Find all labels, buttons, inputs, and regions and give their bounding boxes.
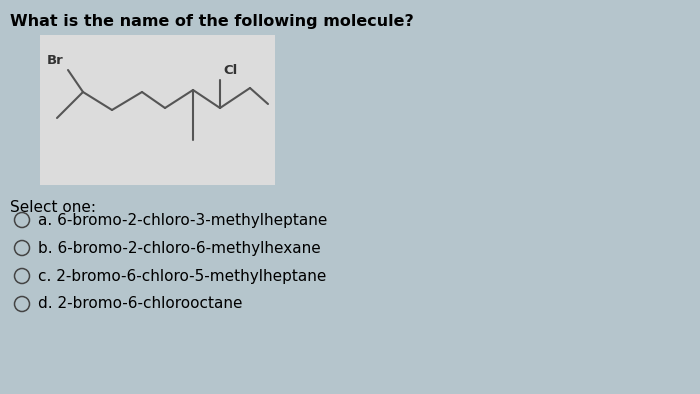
Text: What is the name of the following molecule?: What is the name of the following molecu… xyxy=(10,14,414,29)
Text: Cl: Cl xyxy=(223,64,237,77)
Text: c. 2-bromo-6-chloro-5-methylheptane: c. 2-bromo-6-chloro-5-methylheptane xyxy=(38,268,326,284)
Text: d. 2-bromo-6-chlorooctane: d. 2-bromo-6-chlorooctane xyxy=(38,297,242,312)
FancyBboxPatch shape xyxy=(40,35,275,185)
Text: b. 6-bromo-2-chloro-6-methylhexane: b. 6-bromo-2-chloro-6-methylhexane xyxy=(38,240,321,255)
Text: Select one:: Select one: xyxy=(10,200,96,215)
Text: Br: Br xyxy=(48,54,64,67)
Text: a. 6-bromo-2-chloro-3-methylheptane: a. 6-bromo-2-chloro-3-methylheptane xyxy=(38,212,328,227)
